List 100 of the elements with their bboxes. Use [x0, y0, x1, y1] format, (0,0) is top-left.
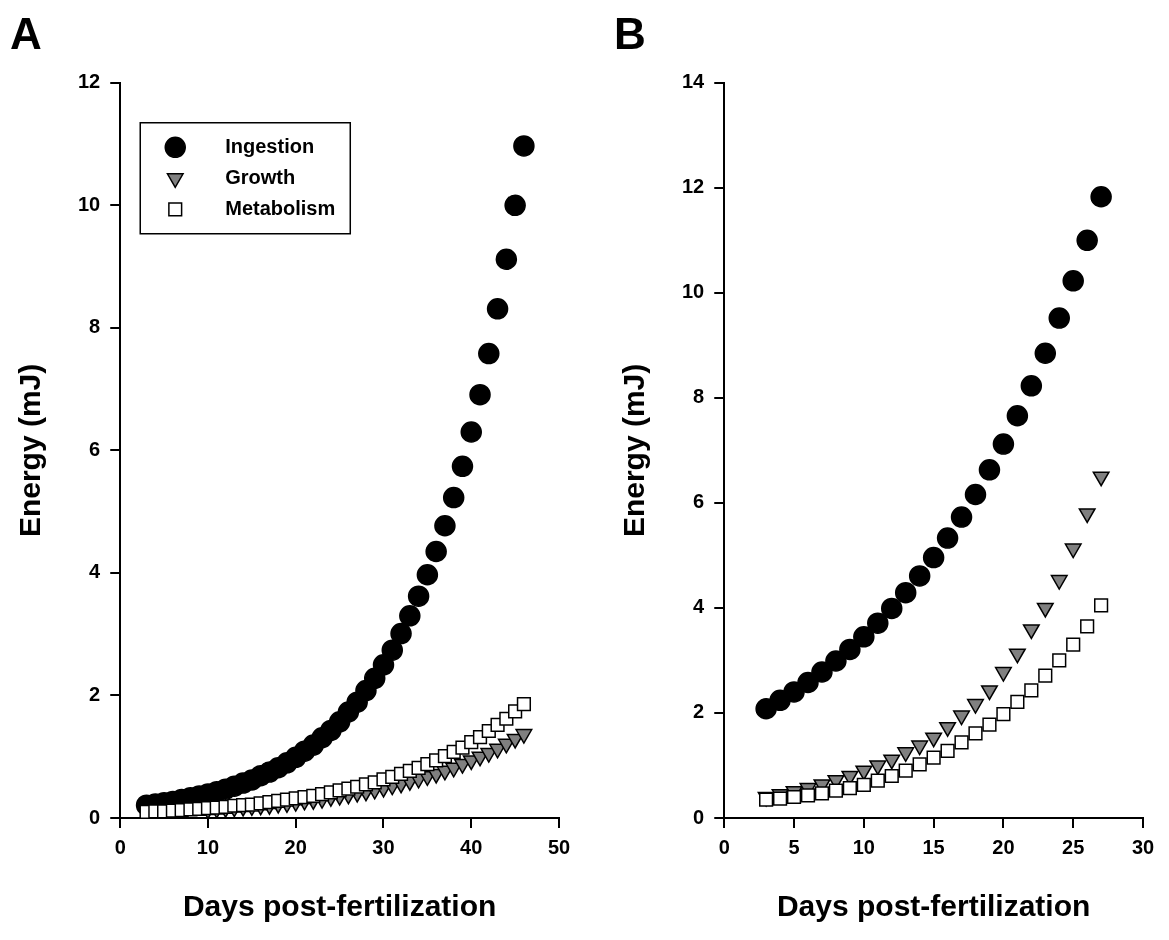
point — [870, 773, 885, 788]
point — [442, 486, 465, 509]
point — [495, 248, 518, 270]
point — [407, 585, 430, 607]
point — [786, 789, 802, 805]
point — [925, 732, 943, 748]
point — [992, 433, 1015, 455]
point — [1008, 648, 1026, 664]
point — [416, 564, 439, 586]
point — [867, 612, 889, 634]
point — [996, 706, 1011, 722]
y-tick-label: 6 — [89, 437, 101, 460]
y-tick-label: 2 — [693, 700, 705, 723]
y-tick-label: 10 — [78, 192, 101, 215]
point — [1020, 375, 1043, 397]
y-tick-label: 8 — [89, 315, 101, 338]
point — [936, 527, 959, 549]
y-tick-label: 0 — [693, 805, 705, 828]
legend-label: Ingestion — [225, 134, 315, 157]
point — [451, 455, 474, 478]
point — [390, 622, 412, 645]
point — [908, 565, 931, 587]
point — [1010, 694, 1025, 710]
point — [1094, 598, 1109, 613]
point — [898, 763, 913, 778]
point — [1080, 619, 1095, 634]
point — [800, 788, 816, 803]
point — [1034, 342, 1057, 364]
point — [940, 743, 955, 758]
point — [950, 506, 973, 528]
point — [1076, 229, 1098, 252]
point — [884, 768, 899, 784]
y-tick-label: 4 — [693, 595, 706, 618]
x-axis-title: Days post-fertilization — [182, 889, 497, 923]
point — [883, 754, 901, 770]
point — [966, 698, 985, 714]
point — [968, 726, 983, 741]
point — [1036, 602, 1054, 618]
x-tick-label: 0 — [718, 835, 730, 858]
x-axis-title: Days post-fertilization — [776, 889, 1091, 923]
x-tick-label: 10 — [196, 835, 220, 858]
point — [814, 786, 830, 801]
x-tick-label: 20 — [284, 835, 307, 858]
y-axis-title: Energy (mJ) — [13, 363, 47, 538]
point — [504, 194, 526, 217]
x-tick-label: 30 — [372, 835, 395, 858]
point — [1050, 574, 1068, 590]
point — [954, 735, 969, 750]
y-tick-label: 12 — [682, 175, 705, 198]
point — [912, 757, 927, 772]
y-tick-label: 8 — [693, 385, 705, 408]
y-tick-label: 12 — [78, 70, 101, 93]
point — [853, 626, 875, 648]
point — [797, 671, 819, 694]
point — [994, 666, 1012, 682]
point — [1022, 624, 1040, 640]
y-tick-label: 6 — [693, 490, 705, 513]
x-tick-label: 20 — [992, 835, 1015, 858]
point — [434, 515, 456, 537]
point — [922, 546, 945, 569]
point — [953, 710, 971, 726]
legend-label: Metabolism — [225, 196, 336, 219]
x-tick-label: 40 — [460, 835, 483, 858]
point — [486, 298, 509, 320]
x-tick-label: 5 — [788, 835, 800, 858]
y-axis-title: Energy (mJ) — [617, 363, 651, 538]
point — [869, 760, 887, 776]
chart-title: A — [10, 8, 42, 58]
point — [425, 540, 447, 563]
y-tick-label: 10 — [682, 280, 705, 303]
point — [1090, 186, 1112, 208]
point — [1038, 668, 1053, 683]
point — [911, 740, 929, 756]
x-tick-label: 15 — [922, 835, 945, 858]
y-tick-label: 2 — [89, 682, 101, 705]
point — [1052, 653, 1067, 668]
point — [469, 383, 491, 406]
point — [825, 650, 847, 672]
x-tick-label: 50 — [547, 835, 571, 858]
point — [513, 135, 535, 157]
point — [1048, 307, 1070, 329]
x-tick-label: 25 — [1062, 835, 1085, 858]
point — [980, 685, 998, 701]
point — [460, 421, 482, 443]
point — [1066, 637, 1081, 652]
point — [926, 750, 941, 765]
point — [1062, 270, 1084, 292]
y-tick-label: 0 — [89, 805, 101, 828]
point — [1006, 404, 1029, 427]
point — [982, 717, 997, 732]
point — [516, 696, 532, 712]
point — [964, 483, 987, 506]
chart-title: B — [614, 8, 646, 58]
point — [881, 597, 903, 620]
point — [828, 783, 844, 798]
x-tick-label: 30 — [1131, 835, 1155, 858]
point — [939, 721, 957, 737]
point — [478, 342, 500, 365]
point — [894, 581, 917, 604]
point — [515, 728, 533, 744]
